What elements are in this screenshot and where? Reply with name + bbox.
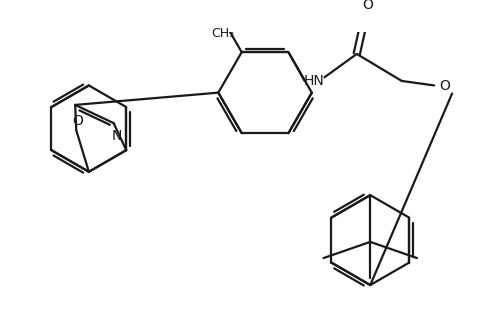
Text: O: O [362,0,373,11]
Text: O: O [73,114,84,128]
Text: CH₃: CH₃ [211,27,234,40]
Text: N: N [112,129,122,143]
Text: O: O [439,79,450,93]
Text: HN: HN [303,74,324,88]
